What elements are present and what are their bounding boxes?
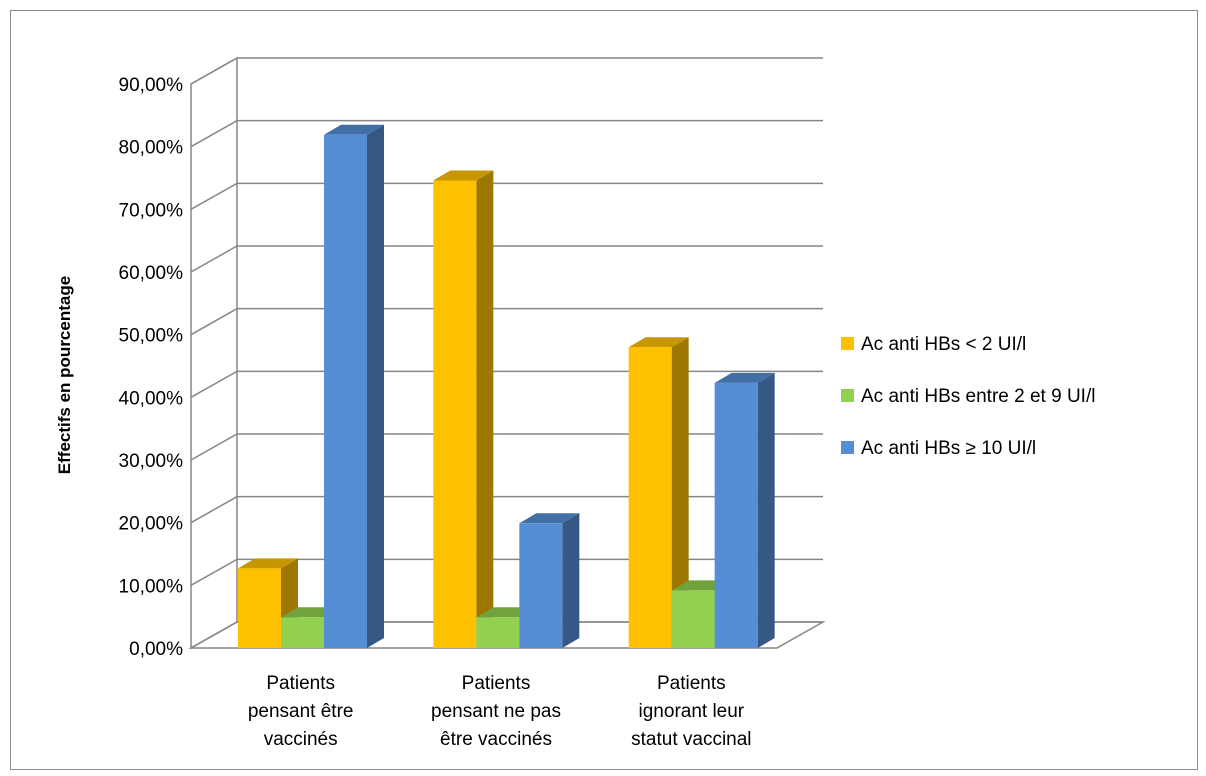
y-tick-label: 50,00% [119,326,184,347]
y-axis-ticks: 0,00% 10,00% 20,00% 30,00% 40,00% 50,00% 60,00… [119,75,184,660]
x-category-label: Patients pensant être vaccinés [248,673,354,750]
bar-front [324,134,367,648]
bar-front [476,617,520,648]
y-tick-label: 20,00% [119,514,184,535]
legend-entry: Ac anti HBs entre 2 et 9 UI/l [841,386,1095,407]
y-tick-label: 0,00% [129,639,183,660]
bar-side [671,337,689,648]
gridline [190,245,823,273]
gridline [190,558,823,586]
bar-front [238,568,281,648]
y-tick-label: 10,00% [119,576,184,597]
bar-top [714,372,775,383]
bar-side [367,124,384,648]
gridline [190,495,823,524]
bar-front [281,617,324,648]
bar-front [519,523,563,648]
bar [628,337,689,648]
legend-entry: Ac anti HBs ≥ 10 UI/l [841,438,1036,459]
legend-entry: Ac anti HBs < 2 UI/l [841,334,1026,355]
bar-top [433,170,494,181]
legend-label: Ac anti HBs < 2 UI/l [861,334,1026,355]
y-axis-label: Effectifs en pourcentage [55,276,74,474]
bar-side [476,170,494,649]
gridline [190,621,823,649]
legend-swatch [841,337,854,350]
gridline [190,433,823,461]
x-category-label: Patients pensant ne pas être vaccinés [431,673,561,750]
bar-front [628,347,672,648]
gridlines [190,57,823,649]
bar-side [757,372,775,648]
y-tick-label: 90,00% [119,75,184,96]
side-wall [190,56,238,650]
bar [324,124,384,648]
x-axis-labels: Patients pensant être vaccinés Patients pens… [248,673,752,750]
bar [519,513,580,648]
bar-front [714,382,758,648]
bar [714,372,775,648]
gridline [190,182,823,210]
bar-top [519,513,580,524]
bar-front [671,590,715,648]
y-tick-label: 30,00% [119,451,184,472]
y-tick-label: 60,00% [119,263,184,284]
legend-swatch [841,389,854,402]
gridline [190,119,823,148]
legend-swatch [841,441,854,454]
chart-frame: 0,00% 10,00% 20,00% 30,00% 40,00% 50,00% 60,00… [10,10,1198,770]
bar-top [324,124,384,135]
bar-top [628,337,689,348]
bar-chart: 0,00% 10,00% 20,00% 30,00% 40,00% 50,00% 60,00… [55,56,1095,750]
gridline [190,57,823,85]
y-tick-label: 70,00% [119,200,184,221]
legend: Ac anti HBs < 2 UI/l Ac anti HBs entre 2 … [841,334,1095,459]
bars [238,124,775,649]
bar-top [238,558,298,569]
bar-side [562,513,580,648]
gridline [190,370,823,398]
legend-label: Ac anti HBs entre 2 et 9 UI/l [861,386,1095,407]
legend-label: Ac anti HBs ≥ 10 UI/l [861,438,1036,459]
y-tick-label: 80,00% [119,138,184,159]
bar-front [433,180,477,649]
x-category-label: Patients ignorant leur statut vaccinal [631,673,751,750]
bar [433,170,494,649]
y-tick-label: 40,00% [119,388,184,409]
gridline [190,307,823,336]
